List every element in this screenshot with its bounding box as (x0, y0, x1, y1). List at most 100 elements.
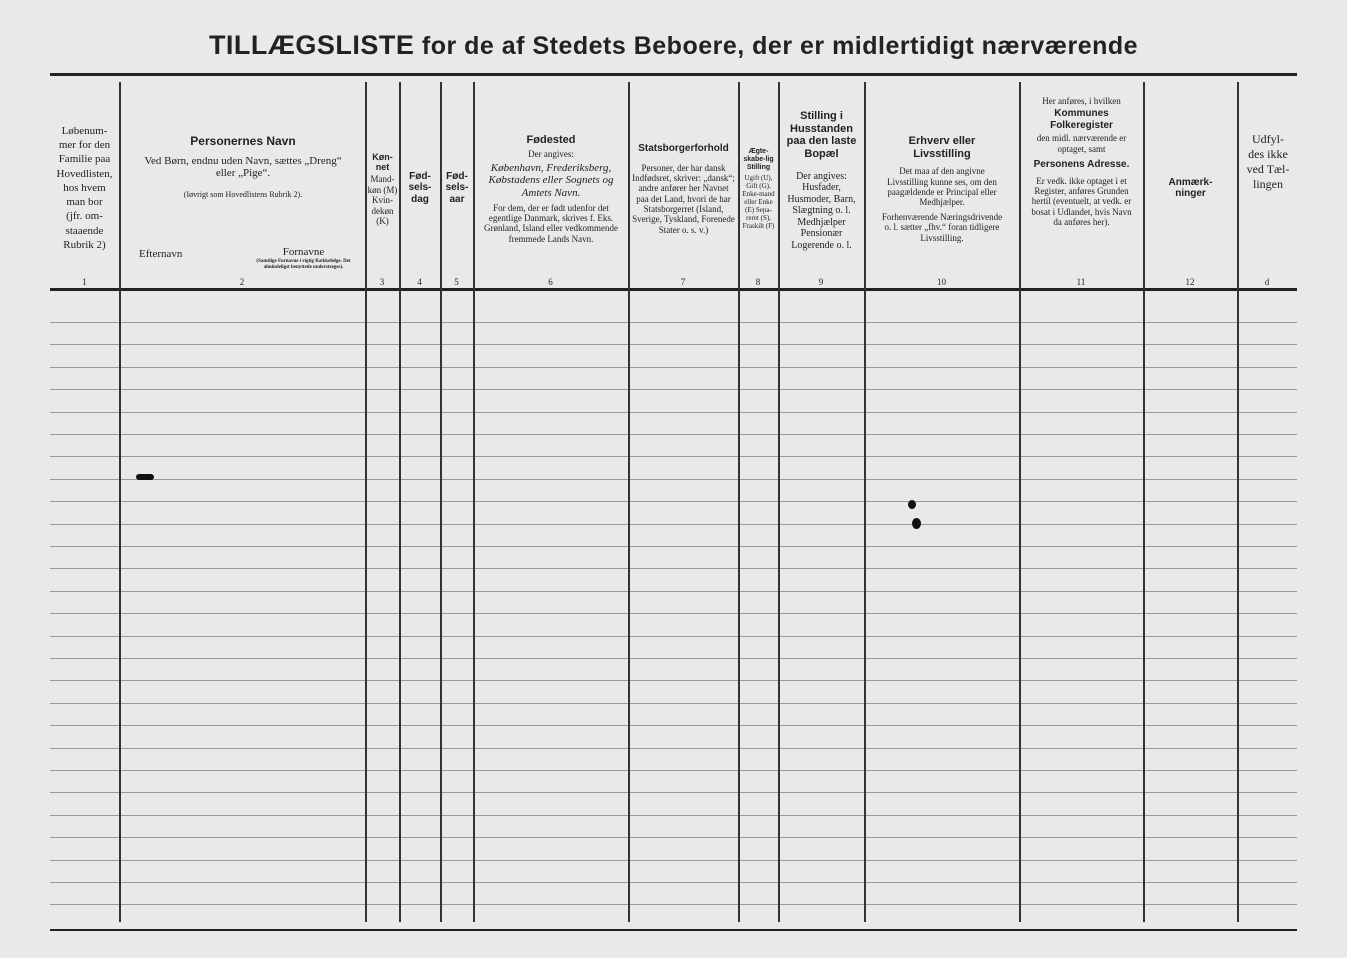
header-rule (50, 288, 1297, 291)
row-line (50, 434, 1297, 435)
col-5-header: Fød-sels-aar (441, 88, 473, 288)
col-6-text: Der angives: (528, 148, 574, 159)
col-1-line: Rubrik 2) (63, 239, 106, 252)
column-divider (440, 82, 442, 922)
col-10-note: Forhenværende Næringsdrivende o. l. sætt… (881, 211, 1003, 243)
col-10-text: Det maa af den angivne Livsstilling kunn… (887, 166, 997, 208)
col-6-italic-text: København, Frederiksberg, Købstadens ell… (488, 161, 614, 200)
col-d-text: Udfyl-des ikke ved Tæl-lingen (1246, 132, 1290, 191)
row-line (50, 367, 1297, 368)
row-line (50, 501, 1297, 502)
row-line (50, 613, 1297, 614)
bottom-rule (50, 929, 1297, 931)
col-9-text: Der angives: Husfader, Husmoder, Barn, S… (787, 170, 856, 251)
col-2-heading: Personernes Navn (190, 134, 296, 148)
col-11-heading2: Personens Adresse. (1033, 159, 1130, 171)
row-line (50, 770, 1297, 771)
top-rule (50, 73, 1297, 76)
col-3-heading: Køn-net (372, 151, 393, 173)
row-line (50, 882, 1297, 883)
col-1-line: (jfr. om- (66, 210, 103, 223)
column-divider (1237, 82, 1239, 922)
column-number: 2 (239, 277, 245, 287)
column-number: 7 (680, 277, 686, 287)
form-title: TILLÆGSLISTE for de af Stedets Beboere, … (0, 30, 1347, 61)
col-11-pre: Her anføres, i hvilken (1042, 96, 1121, 106)
row-line (50, 658, 1297, 659)
col-9-header: Stilling i Husstanden paa den laste Bopæ… (779, 88, 864, 288)
column-number: 9 (818, 277, 824, 287)
title-rest: for de af Stedets Beboere, der er midler… (421, 32, 1139, 60)
col-9-heading: Stilling i Husstanden paa den laste Bopæ… (786, 110, 857, 160)
column-number: 5 (454, 277, 459, 287)
col-3-header: Køn-net Mand-køn (M) Kvin-dekøn (K) (366, 88, 399, 288)
ink-blot (136, 474, 154, 480)
col-1-line: hos hvem (63, 181, 106, 194)
column-number: 3 (379, 277, 385, 287)
column-number: 10 (937, 277, 946, 287)
col-11-header: Her anføres, i hvilken Kommunes Folkereg… (1020, 88, 1143, 288)
column-number: 1 (82, 277, 87, 287)
row-line (50, 792, 1297, 793)
column-number: 12 (1185, 277, 1195, 287)
col-11-text: den midl. nærværende er optaget, samt (1036, 133, 1127, 154)
col-1-text: Løbenum-mer for den Familie paa Hovedliste… (53, 124, 116, 253)
col-1-line: Løbenum- (61, 124, 108, 137)
row-line (50, 546, 1297, 547)
col-7-heading: Statsborgerforhold (638, 143, 729, 155)
column-divider (365, 82, 367, 922)
col-2-text: Ved Børn, endnu uden Navn, sættes „Dreng… (144, 154, 342, 180)
row-line (50, 837, 1297, 838)
row-line (50, 703, 1297, 704)
column-divider (738, 82, 740, 922)
col-12-heading: Anmærk-ninger (1168, 176, 1213, 200)
row-line (50, 568, 1297, 569)
ink-blot (908, 500, 916, 509)
col-1-line: man bor (66, 196, 103, 209)
col-5-heading: Fød-sels-aar (445, 170, 469, 205)
col-2-efternavn: Efternavn (139, 248, 183, 260)
row-line (50, 904, 1297, 905)
col-1-line: mer for den (58, 138, 111, 151)
column-number: 11 (1076, 277, 1086, 287)
col-4-header: Fød-sels-dag (400, 88, 440, 288)
column-divider (1143, 82, 1145, 922)
column-divider (399, 82, 401, 922)
col-1-header: Løbenum-mer for den Familie paa Hovedliste… (50, 88, 119, 288)
col-8-header: Ægte-skabe-lig Stilling Ugift (U), Gift … (739, 88, 778, 288)
row-line (50, 591, 1297, 592)
row-line (50, 860, 1297, 861)
col-7-header: Statsborgerforhold Personer, der har dan… (629, 88, 738, 288)
column-divider (473, 82, 475, 922)
row-line (50, 344, 1297, 345)
col-2-note: (Iøvrigt som Hovedlistens Rubrik 2). (183, 190, 303, 200)
col-6-italic: København, Frederiksberg, Købstadens ell… (482, 162, 620, 200)
row-line (50, 479, 1297, 480)
col-10-heading: Erhverv eller Livsstilling (908, 135, 976, 160)
title-main: TILLÆGSLISTE (208, 30, 415, 60)
column-divider (1019, 82, 1021, 922)
col-1-line: staaende (65, 224, 104, 237)
row-line (50, 412, 1297, 413)
row-line (50, 636, 1297, 637)
col-10-header: Erhverv eller Livsstilling Det maa af de… (865, 88, 1019, 288)
row-line (50, 524, 1297, 525)
col-12-header: Anmærk-ninger (1144, 88, 1237, 288)
col-2-header: Personernes Navn Ved Børn, endnu uden Na… (121, 88, 365, 288)
col-3-text: Mand-køn (M) Kvin-dekøn (K) (367, 174, 398, 226)
col-8-text: Ugift (U), Gift (G), Enke-mand eller Enk… (742, 173, 775, 231)
row-line (50, 322, 1297, 323)
col-11-note: Er vedk. ikke optaget i et Register, anf… (1031, 175, 1132, 227)
col-6-heading: Fødested (526, 133, 576, 146)
column-divider (628, 82, 630, 922)
row-line (50, 725, 1297, 726)
col-6-note: For dem, der er født udenfor det egentli… (484, 202, 618, 244)
col-11-heading: Kommunes Folkeregister (1050, 108, 1113, 131)
col-d-header: Udfyl-des ikke ved Tæl-lingen (1238, 88, 1298, 288)
row-line (50, 456, 1297, 457)
column-divider (864, 82, 866, 922)
col-1-line: Hovedlisten, (56, 167, 113, 180)
col-4-heading: Fød-sels-dag (408, 170, 432, 205)
row-line (50, 680, 1297, 681)
